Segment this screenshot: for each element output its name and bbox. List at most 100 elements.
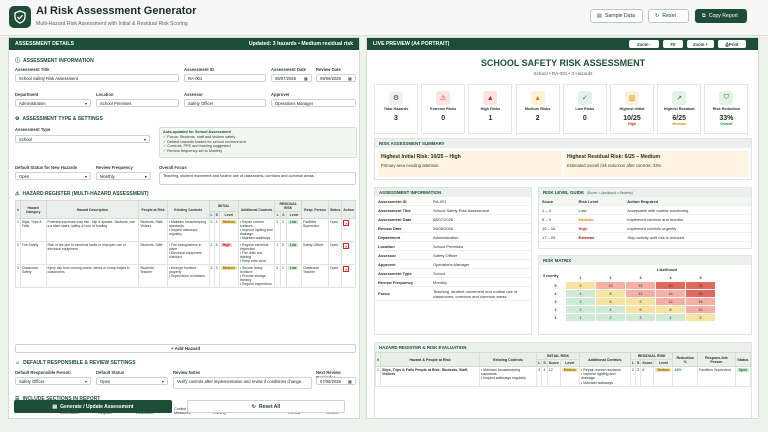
status-select[interactable]: Open — [329, 243, 339, 247]
existing-controls-input[interactable]: • Arrange furniture properly • Supervisi… — [168, 266, 205, 278]
chevron-down-icon: ▾ — [161, 378, 164, 384]
additional-controls-input[interactable]: • Repair uneven surfaces • Improve light… — [239, 220, 273, 240]
fit-button[interactable]: Fit — [663, 40, 683, 48]
auto-update-note: Auto-updated for School Assessment ✓ Foc… — [159, 127, 357, 158]
people-at-risk-input[interactable]: Students, Staff, Visitors — [140, 220, 164, 228]
hazard-category-input[interactable]: Classroom Safety — [21, 266, 39, 274]
matrix-cell: 20 — [685, 289, 716, 298]
sample-data-button[interactable]: ▤ Sample Data — [590, 9, 643, 23]
guide-row: 5 – 9 Medium Implement controls and monito… — [539, 214, 751, 224]
default-status-select-2[interactable]: Open ▾ — [96, 377, 168, 385]
hazard-description-input[interactable]: Risk of fire due to electrical faults or… — [47, 243, 126, 251]
zoom-out-button[interactable]: Zoom - — [629, 40, 659, 48]
additional-controls-input[interactable]: • Secure heavy furniture • Provide stora… — [239, 266, 272, 286]
check-icon: ✓ — [163, 135, 168, 139]
assessment-type-select[interactable]: School ▾ — [15, 135, 150, 143]
residual-severity-select[interactable]: 5 — [281, 243, 284, 247]
delete-icon[interactable]: ✕ — [343, 220, 350, 226]
people-at-risk-input[interactable]: Students, Staff — [140, 243, 163, 247]
residual-severity-select[interactable]: 2 — [281, 266, 284, 270]
chevron-down-icon: ▾ — [84, 173, 87, 179]
matrix-cell: 16 — [655, 289, 686, 298]
severity-label: 4 — [545, 289, 566, 298]
assessment-details-panel: ASSESSMENT DETAILS Updated: 3 hazards • M… — [8, 37, 360, 419]
info-row: Review Date 09/06/2026 — [375, 223, 531, 233]
info-table: Assessment ID RA-001 Assessment Title Schoo… — [375, 197, 531, 301]
zoom-in-button[interactable]: Zoom + — [687, 40, 714, 48]
section-review: ☺ DEFAULT RESPONSIBLE & REVIEW SETTINGS — [15, 360, 136, 366]
residual-likelihood-select[interactable]: 2 — [276, 266, 279, 270]
residual-severity-select[interactable]: 2 — [281, 220, 284, 224]
assessor-input[interactable]: Safety Officer — [184, 99, 266, 107]
approver-input[interactable]: Operations Manager — [271, 99, 356, 107]
reset-button[interactable]: ↻ Reset — [648, 9, 689, 23]
residual-likelihood-select[interactable]: 2 — [276, 220, 279, 224]
matrix-cell: 1 — [565, 313, 596, 322]
assessment-id-input[interactable]: RA-001 — [184, 74, 266, 82]
list-icon: ☰ — [15, 396, 20, 402]
generate-assessment-button[interactable]: ▤ Generate / Update Assessment — [14, 400, 172, 413]
stat-card: ▲ High Risks 1 — [468, 84, 513, 134]
hazard-description-input[interactable]: Injury risk from moving chairs, desks or… — [47, 266, 130, 274]
add-hazard-button[interactable]: + Add Hazard — [15, 344, 356, 353]
default-responsible-select[interactable]: Safety Officer ▾ — [15, 377, 91, 385]
alert-icon: ⚠ — [436, 91, 451, 105]
status-text: Updated: 3 hazards • Medium residual ris… — [248, 41, 353, 47]
section-type: ⚙ ASSESSMENT TYPE & SETTINGS — [15, 116, 103, 122]
delete-icon[interactable]: ✕ — [343, 243, 350, 249]
status-select[interactable]: Open — [329, 220, 339, 224]
matrix-cell: 10 — [595, 281, 626, 290]
delete-icon[interactable]: ✕ — [343, 266, 350, 272]
initial-severity-select[interactable]: 3 — [215, 266, 218, 270]
section-hazard-register: ⚠ HAZARD REGISTER (MULTI-HAZARD ASSESSMEN… — [15, 191, 149, 197]
matrix-cell: 4 — [595, 305, 626, 314]
guide-row: 1 – 4 Low Acceptable with routine monitori… — [539, 205, 751, 215]
info-row: Assessment Type School — [375, 268, 531, 278]
next-review-input[interactable]: 07/06/2026 ▦ — [316, 377, 356, 385]
reset-all-button[interactable]: ↻ Reset All — [187, 400, 345, 413]
people-at-risk-input[interactable]: Students, Teacher — [140, 266, 155, 274]
matrix-cell: 2 — [595, 313, 626, 322]
hazard-category-input[interactable]: Fire Safety — [21, 243, 39, 247]
print-button[interactable]: ⎙ Print — [718, 40, 746, 48]
additional-controls-input[interactable]: • Regular electrical inspection • Fire d… — [239, 243, 269, 263]
matrix-cell: 10 — [685, 305, 716, 314]
severity-label: 2 — [545, 305, 566, 314]
existing-controls-input[interactable]: • Maintain housekeeping standards • Insp… — [168, 220, 206, 236]
responsible-person-input[interactable]: Safety Officer — [303, 243, 324, 247]
overall-focus-textarea[interactable]: Teaching, student movement and routine u… — [159, 172, 356, 185]
chevron-down-icon: ▾ — [84, 100, 87, 106]
existing-controls-input[interactable]: • Fire extinguishers in place • Electric… — [168, 243, 202, 259]
responsible-person-input[interactable]: Facilities Supervisor — [303, 220, 320, 228]
initial-severity-select[interactable]: 4 — [215, 220, 218, 224]
matrix-row: 2 2 4 6 8 10 — [545, 305, 716, 314]
initial-likelihood-select[interactable]: 2 — [210, 243, 213, 247]
shield-icon: ⛉ — [719, 91, 734, 105]
location-input[interactable]: School Premises — [96, 99, 179, 107]
auto-item: ✓ Focus: Students, staff and visitors sa… — [163, 135, 236, 139]
matrix-cell: 4 — [655, 313, 686, 322]
review-frequency-select[interactable]: Monthly ▾ — [96, 172, 151, 180]
department-select[interactable]: Administration ▾ — [15, 99, 91, 107]
initial-likelihood-select[interactable]: 3 — [210, 220, 213, 224]
auto-item: ✓ Review frequency set to Monthly — [163, 148, 223, 153]
assessment-title-input[interactable]: School Safety Risk Assessment — [15, 74, 179, 82]
matrix-cell: 3 — [565, 297, 596, 306]
matrix-cell: 8 — [655, 305, 686, 314]
initial-likelihood-select[interactable]: 3 — [210, 266, 213, 270]
matrix-cell: 5 — [685, 313, 716, 322]
copy-report-button[interactable]: ⧉ Copy Report — [695, 9, 747, 23]
hazard-category-input[interactable]: Slips, Trips & Falls — [21, 220, 42, 228]
status-select[interactable]: Open — [329, 266, 339, 270]
residual-likelihood-select[interactable]: 1 — [276, 243, 279, 247]
review-notes-textarea[interactable]: Verify controls after implementation and… — [173, 377, 312, 389]
default-status-select[interactable]: Open ▾ — [15, 172, 91, 180]
review-date-input[interactable]: 09/06/2026 ▦ — [316, 74, 356, 82]
initial-severity-select[interactable]: 5 — [215, 243, 218, 247]
guide-row: 10 – 16 High Implement controls urgently — [539, 223, 751, 233]
responsible-person-input[interactable]: Classroom Teacher — [303, 266, 320, 274]
severity-label: 1 — [545, 313, 566, 322]
hazard-description-input[interactable]: Potential exposure may risk - slip & spa… — [47, 220, 135, 228]
info-row: Approver Operations Manager — [375, 259, 531, 269]
assessment-date-input[interactable]: 08/07/2026 ▦ — [271, 74, 312, 82]
